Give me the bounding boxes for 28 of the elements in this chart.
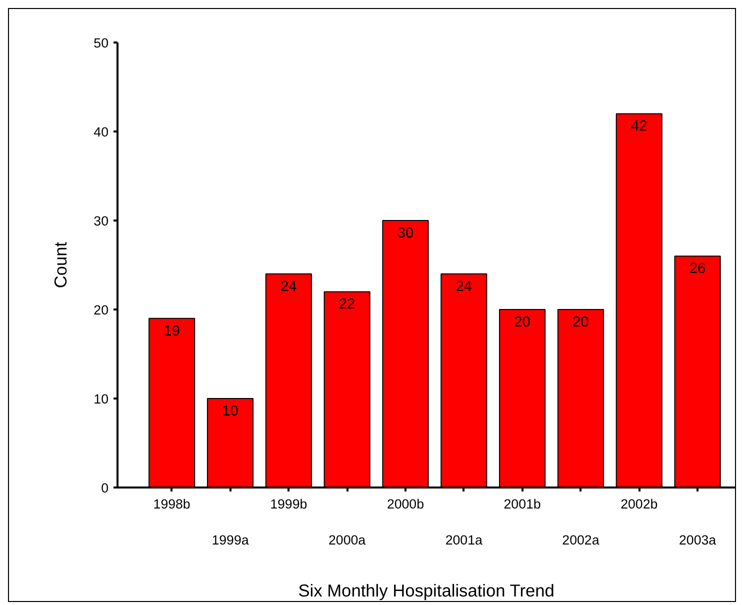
data-label: 19 [164,323,180,340]
x-tick-label: 2000a [328,532,366,548]
y-tick-label: 0 [101,480,109,496]
data-label: 24 [456,278,472,295]
x-tick-label: 1999a [212,532,250,548]
data-label: 42 [630,118,648,135]
x-tick-label: 2003a [679,532,717,548]
y-axis-title: Count [50,242,71,288]
y-tick-label: 50 [94,36,109,50]
data-label: 26 [689,261,706,278]
x-tick-label: 2001b [504,496,541,512]
x-tick-label: 2002b [620,496,658,512]
x-tick-label: 2000b [386,496,424,512]
data-label: 30 [397,226,414,242]
data-label: 10 [222,404,238,420]
data-label: 20 [514,314,530,330]
y-tick-label: 40 [94,124,109,140]
y-tick-label: 30 [94,214,109,228]
x-tick-label: 1998b [153,496,190,512]
x-axis-title: Six Monthly Hospitalisation Trend [298,580,554,600]
data-label: 20 [572,314,589,330]
y-tick-label: 10 [94,392,109,406]
x-tick-label: 1999b [270,496,308,512]
x-tick-label: 2002a [562,532,600,548]
x-tick-label: 2001a [445,532,483,548]
data-label: 24 [280,278,297,295]
y-tick-label: 20 [94,302,109,318]
data-label: 22 [338,296,356,313]
